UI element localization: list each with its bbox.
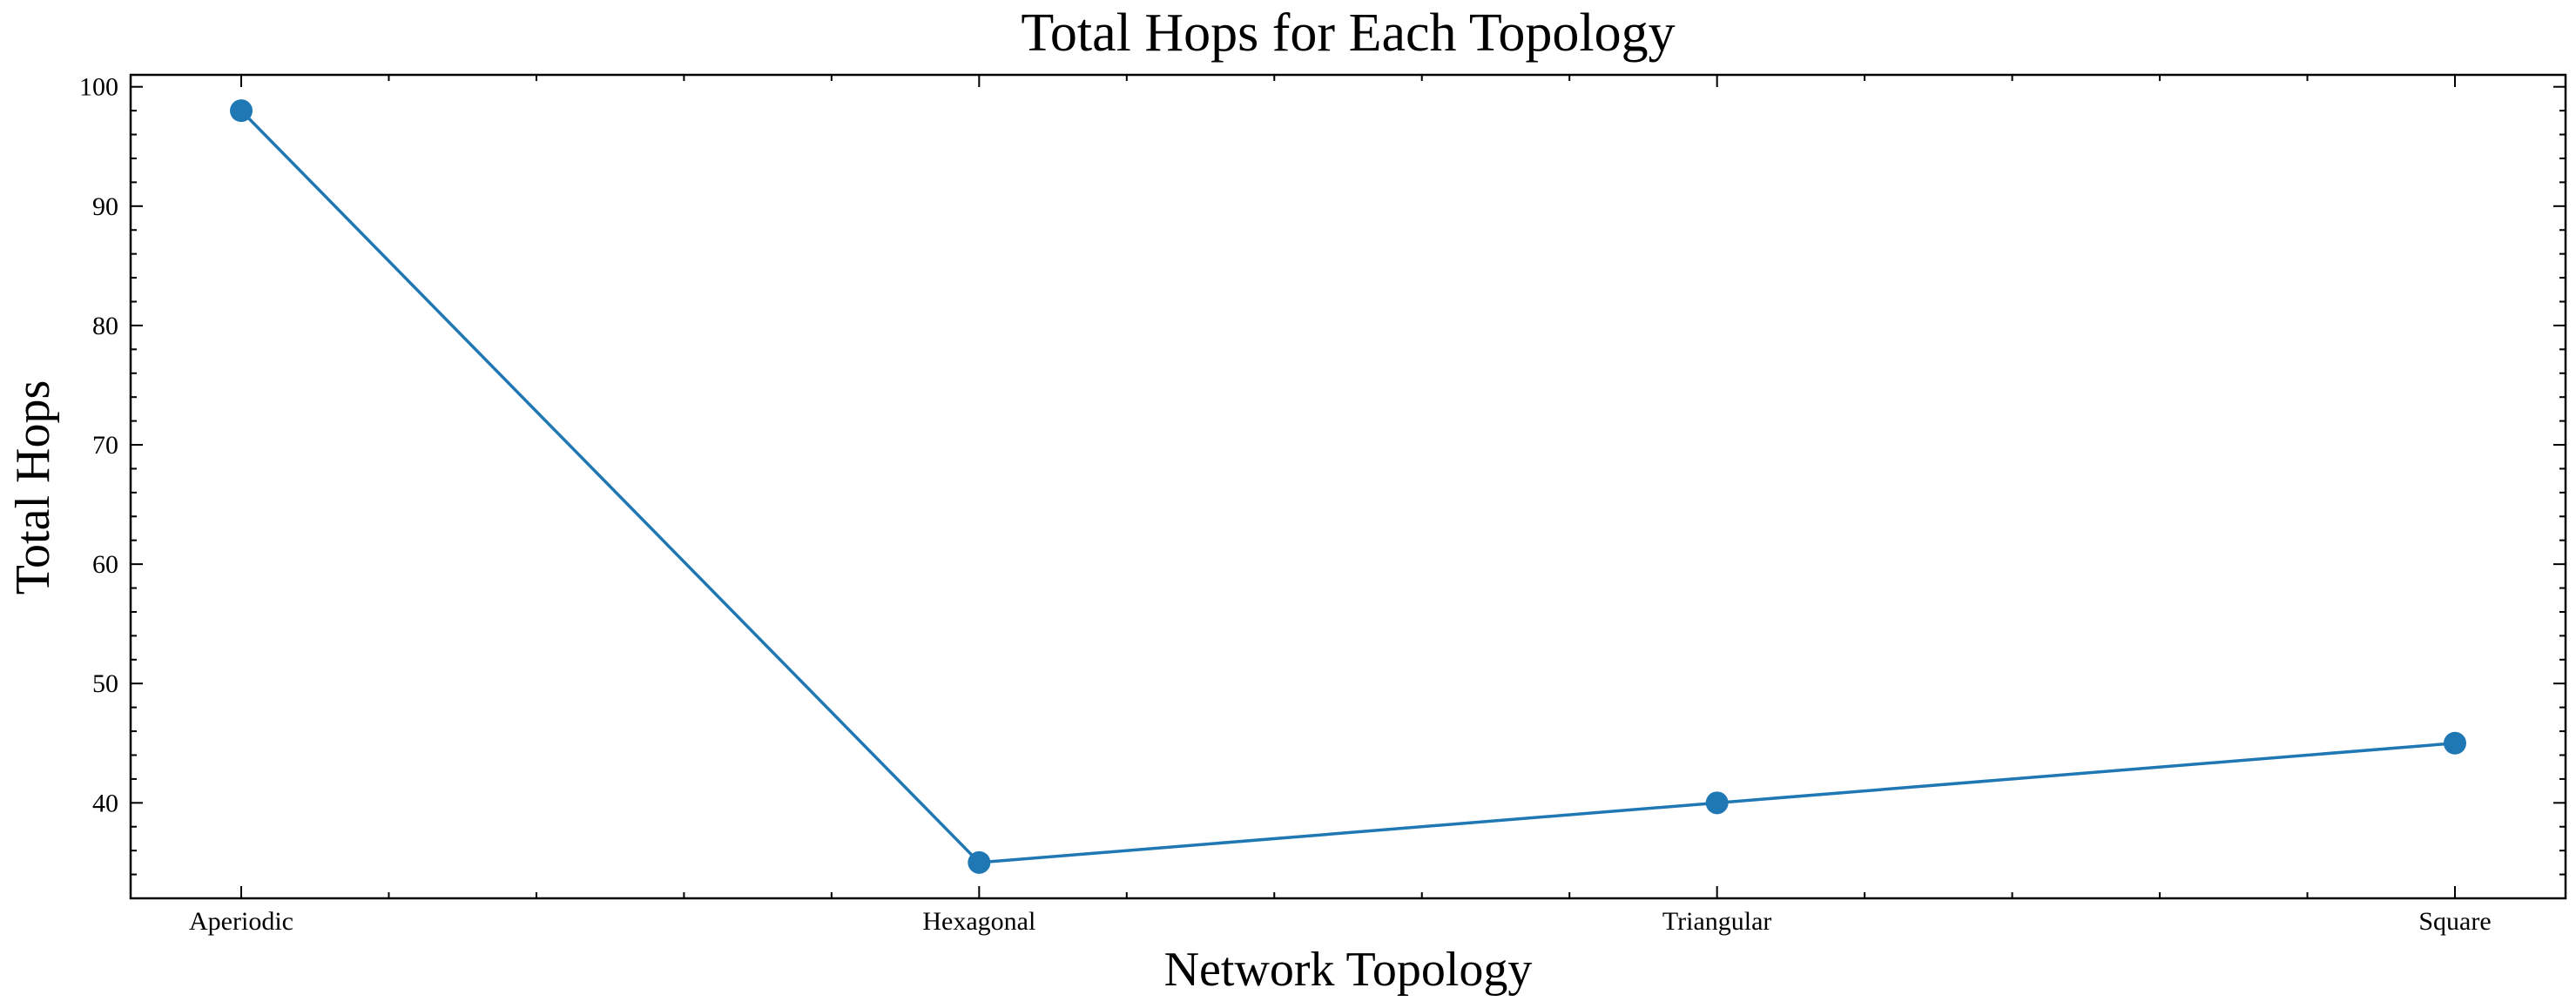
x-tick-label: Triangular [1662, 907, 1772, 936]
plot-area: 40 50 60 70 80 90 100 Aperiodic Hexagonal Triangu… [79, 73, 2567, 936]
y-tick-label: 60 [92, 550, 118, 579]
data-point [1705, 791, 1729, 815]
chart-title: Total Hops for Each Topology [1021, 3, 1675, 63]
y-tick-label: 70 [92, 431, 118, 460]
plot-frame [129, 73, 2567, 900]
x-tick-label: Aperiodic [189, 907, 293, 936]
data-point [968, 850, 991, 874]
data-point [2444, 731, 2466, 755]
y-tick-label: 40 [92, 789, 118, 817]
y-tick-label: 100 [79, 73, 118, 102]
y-tick-label: 50 [92, 669, 118, 698]
x-tick-label: Square [2418, 907, 2491, 936]
data-point [230, 99, 253, 123]
y-tick-label: 80 [92, 312, 118, 340]
y-tick-label: 90 [92, 192, 118, 221]
x-tick-label: Hexagonal [922, 907, 1035, 936]
x-axis-label: Network Topology [1164, 943, 1533, 997]
series-line [239, 109, 2456, 864]
y-axis-label: Total Hops [6, 380, 60, 595]
